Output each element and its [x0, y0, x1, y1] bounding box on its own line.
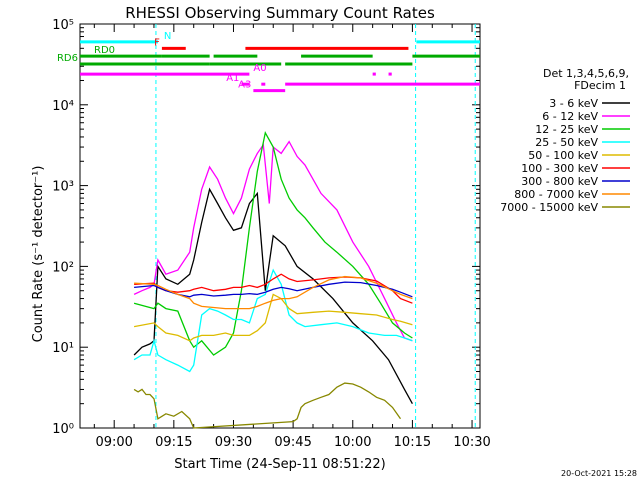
series-line-4 [133, 268, 413, 373]
series-line-8 [134, 275, 413, 310]
legend-entry-label: 800 - 7000 keV [514, 188, 598, 201]
x-tick-label: 09:45 [274, 435, 311, 450]
y-tick-label: 10⁵ [52, 18, 74, 33]
legend-header-line: FDecim 1 [574, 79, 626, 92]
y-tick-label: 10³ [52, 180, 74, 195]
legend-header-line: Det 1,3,4,5,6,9, [543, 67, 629, 80]
state-label-n: N [164, 31, 171, 42]
x-axis-label: Start Time (24-Sep-11 08:51:22) [174, 457, 385, 472]
state-label-a1: A1 [226, 73, 239, 84]
x-tick-label: 09:00 [95, 435, 132, 450]
legend-entry-label: 12 - 25 keV [535, 123, 598, 136]
y-tick-label: 10¹ [52, 341, 74, 356]
state-label-rd6: RD6 [57, 53, 78, 64]
series-line-3 [133, 130, 413, 356]
x-tick-label: 09:15 [155, 435, 192, 450]
state-label-a3: A3 [238, 80, 251, 91]
legend-entry-label: 50 - 100 keV [528, 149, 598, 162]
legend-entry-label: 6 - 12 keV [542, 110, 598, 123]
y-tick-label: 10⁰ [52, 422, 74, 437]
legend-entry-label: 100 - 300 keV [521, 162, 598, 175]
legend-entry-label: 7000 - 15000 keV [500, 201, 598, 214]
series-line-9 [133, 382, 402, 429]
y-tick-label: 10² [52, 260, 74, 275]
x-tick-label: 10:30 [453, 435, 490, 450]
x-tick-label: 10:15 [394, 435, 431, 450]
legend-entry-label: 25 - 50 keV [535, 136, 598, 149]
footer-date: 20-Oct-2021 15:28 [561, 469, 637, 478]
series-line-1 [133, 187, 413, 405]
state-label-rd0: RD0 [94, 45, 115, 56]
plot-area: 10⁰ 10¹ 10² 10³ 10⁴ 10⁵ 09:00 09:15 09:30 09:45 10… [52, 18, 491, 450]
state-label-f: F [154, 37, 160, 48]
legend-entry-label: 3 - 6 keV [549, 97, 598, 110]
chart-title: RHESSI Observing Summary Count Rates [125, 4, 435, 22]
y-axis-label: Count Rate (s⁻¹ detector⁻¹) [31, 166, 46, 343]
x-tick-label: 10:00 [334, 435, 371, 450]
y-tick-label: 10⁴ [52, 99, 74, 114]
series-line-5 [133, 293, 413, 342]
state-label-a0: A0 [253, 63, 266, 74]
legend-entry-label: 300 - 800 keV [521, 175, 598, 188]
series-line-2 [133, 140, 413, 342]
x-tick-label: 09:30 [215, 435, 252, 450]
plot-frame [79, 23, 481, 429]
